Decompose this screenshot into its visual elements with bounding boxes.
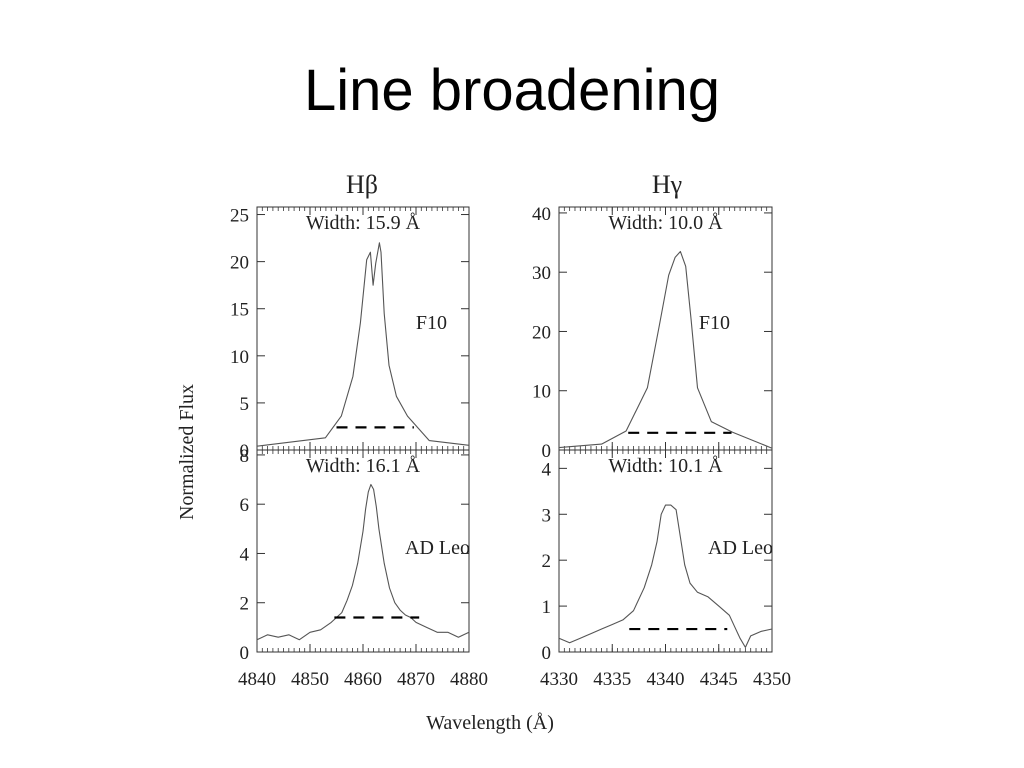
y-tick-label: 40 <box>532 204 551 225</box>
y-tick-label: 20 <box>230 253 249 274</box>
y-tick-label: 3 <box>542 505 552 526</box>
panel-2: 0 10 20 30 40 Width: 10.0 Å F10 <box>532 204 773 462</box>
series-line <box>558 504 773 648</box>
y-tick-label: 10 <box>532 382 551 403</box>
y-tick-label: 6 <box>240 495 250 516</box>
x-tick-label: 4860 <box>344 669 382 690</box>
y-tick-label: 2 <box>240 594 250 615</box>
y-tick-label: 15 <box>230 300 249 321</box>
series-label: AD Leo <box>708 537 773 559</box>
y-tick-label: 25 <box>230 206 249 227</box>
column-title-left: Hβ <box>346 170 378 199</box>
y-tick-label: 0 <box>542 643 552 664</box>
y-tick-label: 8 <box>240 446 250 467</box>
panel-4: 4330 4335 4340 4345 4350 0 1 2 3 4 Width: 10.1 Å AD… <box>540 449 791 690</box>
series-label: F10 <box>416 312 447 334</box>
y-tick-label: 4 <box>542 459 552 480</box>
y-tick-label: 4 <box>240 544 250 565</box>
series-label: AD Leo <box>405 537 470 559</box>
series-line <box>256 483 470 641</box>
x-tick-label: 4350 <box>753 669 791 690</box>
width-annotation: Width: 16.1 Å <box>306 455 421 477</box>
series-label: F10 <box>699 312 730 334</box>
plot-frame <box>558 206 773 451</box>
y-tick-label: 30 <box>532 263 551 284</box>
series-line <box>558 250 773 449</box>
y-tick-label: 0 <box>240 643 250 664</box>
x-tick-label: 4870 <box>397 669 435 690</box>
x-tick-label: 4330 <box>540 669 578 690</box>
panel-3: 4840 4850 4860 4870 4880 0 2 4 6 8 Width: 16.1 Å AD… <box>238 446 488 690</box>
y-tick-label: 0 <box>240 441 250 462</box>
x-tick-label: 4340 <box>647 669 685 690</box>
x-tick-label: 4840 <box>238 669 276 690</box>
panel-1: 0 5 10 15 20 25 Width: 15.9 Å F10 <box>230 206 470 462</box>
x-tick-label: 4345 <box>700 669 738 690</box>
y-tick-label: 0 <box>542 441 552 462</box>
x-axis-label: Wavelength (Å) <box>426 712 554 734</box>
y-tick-label: 2 <box>542 551 552 572</box>
width-annotation: Width: 15.9 Å <box>306 212 421 234</box>
y-tick-label: 10 <box>230 347 249 368</box>
x-tick-label: 4335 <box>593 669 631 690</box>
slide-title: Line broadening <box>303 58 721 123</box>
series-line <box>256 242 470 447</box>
y-axis-label: Normalized Flux <box>176 384 198 520</box>
x-tick-label: 4880 <box>450 669 488 690</box>
y-tick-label: 5 <box>240 394 250 415</box>
y-tick-label: 20 <box>532 322 551 343</box>
y-tick-label: 1 <box>542 597 552 618</box>
column-title-right: Hγ <box>652 170 682 199</box>
width-annotation: Width: 10.0 Å <box>608 212 723 234</box>
x-tick-label: 4850 <box>291 669 329 690</box>
width-annotation: Width: 10.1 Å <box>608 455 723 477</box>
